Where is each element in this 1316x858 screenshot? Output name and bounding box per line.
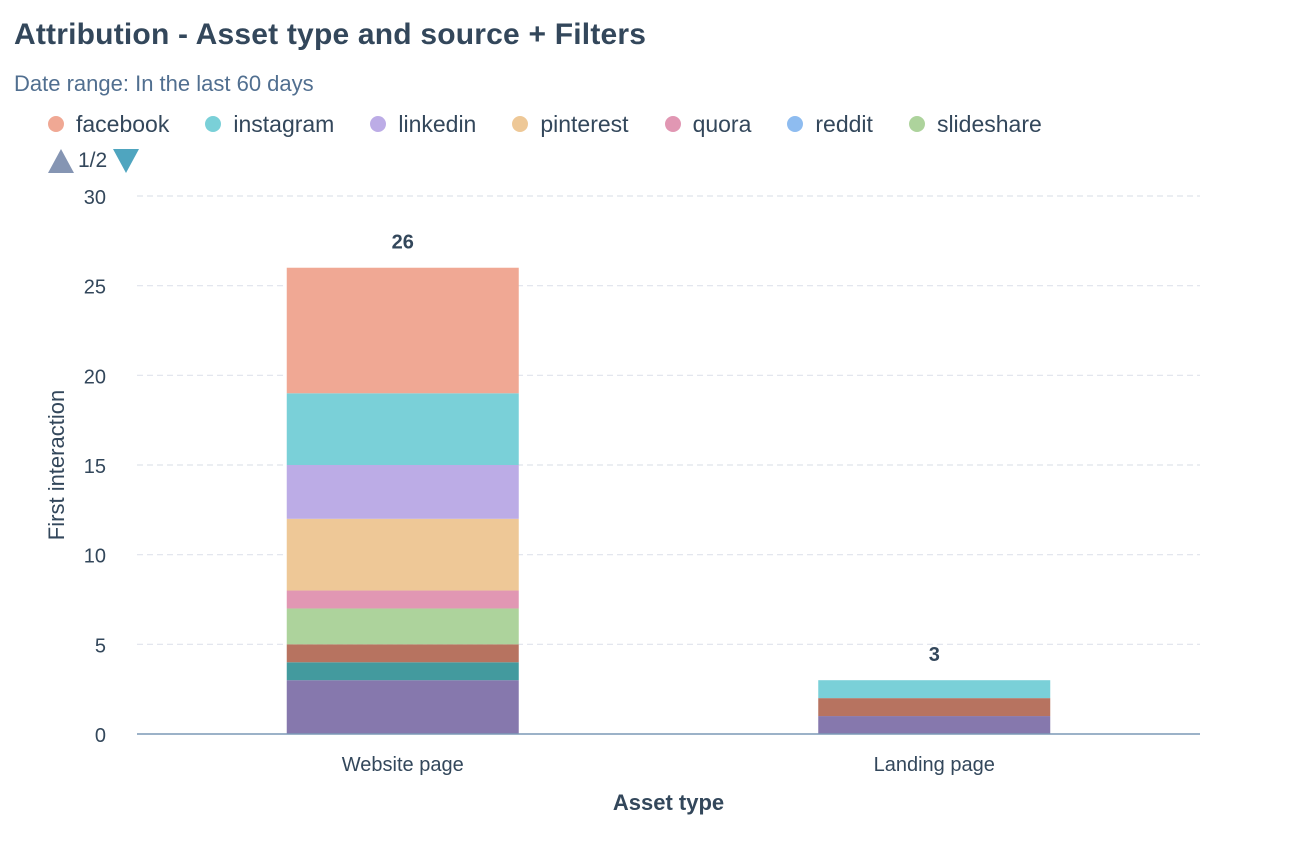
legend-label: pinterest [540, 110, 629, 137]
legend-item-facebook[interactable]: facebook [48, 111, 169, 138]
legend-item-reddit[interactable]: reddit [787, 111, 873, 138]
legend-page-indicator: 1/2 [78, 149, 108, 172]
legend-swatch [787, 116, 804, 132]
bar-segment[interactable] [286, 465, 519, 519]
bar-segment[interactable] [286, 608, 519, 645]
legend-page-down-icon[interactable] [113, 149, 140, 173]
bar-segment[interactable] [818, 698, 1051, 717]
legend-swatch [664, 116, 681, 132]
y-tick-label: 15 [84, 456, 106, 478]
legend-swatch [48, 116, 64, 132]
legend-label: quora [692, 110, 752, 137]
x-axis-title: Asset type [613, 790, 724, 815]
bar-segment[interactable] [286, 267, 519, 394]
bar-segment[interactable] [818, 716, 1051, 734]
y-tick-label: 5 [95, 635, 106, 657]
date-range-subtitle: Date range: In the last 60 days [14, 71, 314, 96]
legend-swatch [512, 116, 529, 132]
bar-segment[interactable] [286, 590, 519, 609]
x-tick-label: Landing page [874, 754, 995, 776]
legend-item-instagram[interactable]: instagram [205, 111, 334, 138]
bar-total-label: 26 [392, 232, 414, 254]
legend-item-slideshare[interactable]: slideshare [908, 110, 1042, 138]
chart-legend: facebook instagram linkedin pinterest quora r… [48, 108, 1078, 140]
bar-total-label: 3 [929, 644, 940, 666]
legend-swatch [370, 116, 387, 132]
legend-item-quora[interactable]: quora [664, 110, 752, 138]
bar-segment[interactable] [286, 680, 519, 734]
legend-label: reddit [815, 110, 873, 137]
bar-segment[interactable] [286, 393, 519, 465]
y-tick-label: 0 [95, 725, 106, 747]
legend-pager: 1/2 [48, 146, 140, 176]
legend-label: facebook [76, 110, 170, 137]
y-tick-label: 30 [84, 187, 106, 209]
legend-label: instagram [233, 110, 335, 137]
y-axis-title: First interaction [44, 390, 69, 540]
bar-segment[interactable] [286, 644, 519, 663]
bar-segment[interactable] [286, 518, 519, 591]
legend-page-up-icon[interactable] [48, 149, 74, 173]
y-tick-label: 20 [84, 366, 106, 388]
chart-title: Attribution - Asset type and source + Fi… [14, 18, 647, 51]
legend-label: linkedin [398, 110, 477, 137]
x-tick-label: Website page [342, 754, 464, 776]
legend-item-linkedin[interactable]: linkedin [370, 111, 476, 138]
legend-swatch [205, 116, 222, 132]
legend-swatch [908, 116, 925, 132]
y-tick-label: 25 [84, 277, 106, 299]
bar-segment[interactable] [818, 680, 1051, 699]
y-tick-label: 10 [84, 546, 106, 568]
bar-segment[interactable] [286, 662, 519, 681]
legend-item-pinterest[interactable]: pinterest [512, 110, 629, 138]
legend-label: slideshare [936, 110, 1042, 137]
